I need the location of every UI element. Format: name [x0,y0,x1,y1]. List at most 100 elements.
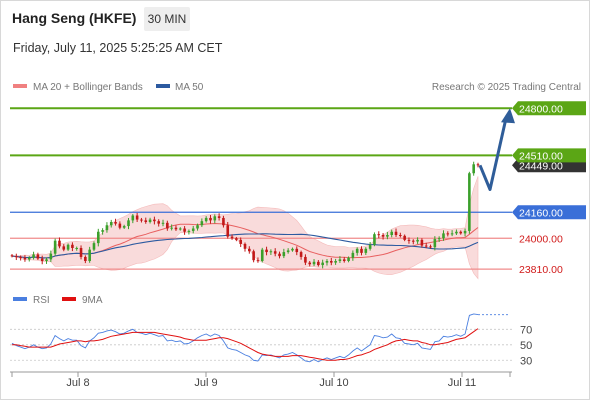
candle-body-45 [204,217,208,222]
candle-body-55 [248,248,251,252]
price-level-tag-0 [512,101,586,116]
candle-body-5 [32,254,35,258]
x-tick-label-3: Jul 11 [448,377,477,389]
candle-body-78 [347,257,350,261]
candle-body-92 [407,239,411,241]
candle-body-44 [200,221,204,226]
candle-body-30 [140,219,143,221]
rsi-tick-label-2: 30 [520,355,532,367]
rsi-ma-line [12,328,479,361]
ma20-legend-label: MA 20 + Bollinger Bands [33,82,143,93]
rsi-ma-legend-label: 9MA [82,295,103,306]
candle-body-41 [187,230,191,232]
candle-body-22 [105,225,109,231]
candle-body-81 [360,248,363,253]
price-level-label-0: 24800.00 [519,103,563,115]
candle-body-82 [364,248,368,253]
candle-body-16 [79,248,83,257]
candle-body-88 [390,231,394,235]
candle-body-69 [308,262,312,265]
candle-body-71 [317,261,320,266]
candle-body-63 [282,252,286,257]
rsi-panel: 70 50 30 [10,313,532,367]
candle-body-13 [66,244,70,250]
candle-body-32 [148,219,152,222]
candle-body-98 [433,239,437,248]
ma20-legend-swatch [13,84,27,88]
rsi-tick-label-1: 50 [520,340,532,352]
candle-body-86 [381,235,385,237]
last-price-label: 24449.00 [519,160,563,172]
candle-body-99 [437,238,441,240]
x-axis: Jul 8 Jul 9 Jul 10 Jul 11 [10,371,512,389]
price-level-label-3: 24000.00 [519,233,563,245]
candle-body-61 [273,251,277,254]
candle-body-18 [88,249,91,261]
ma50-legend-label: MA 50 [175,82,204,93]
candle-body-24 [114,222,117,224]
price-legend: MA 20 + Bollinger Bands MA 50 Research ©… [13,82,581,93]
candle-body-94 [416,239,419,242]
candle-body-40 [183,228,186,232]
candle-body-35 [161,222,165,224]
candle-body-3 [23,257,27,260]
candle-body-106 [468,173,471,231]
candle-body-11 [58,240,61,247]
instrument-title: Hang Seng (HKFE) [12,10,137,26]
candle-body-47 [213,216,217,221]
chart-header: Hang Seng (HKFE) 30 MIN [0,0,590,36]
candle-body-56 [252,251,255,261]
ma50-legend-swatch [156,84,170,88]
candle-body-17 [84,256,87,261]
candle-body-57 [256,260,260,262]
candle-body-46 [209,217,212,221]
candle-body-68 [304,256,307,263]
candle-body-14 [71,244,74,248]
candle-body-104 [459,231,463,234]
rsi-legend-label: RSI [33,295,50,306]
candle-body-64 [286,250,290,253]
price-level-label-2: 24160.00 [519,207,563,219]
candle-body-12 [62,246,66,250]
candle-body-107 [472,164,475,174]
candle-body-60 [269,251,273,253]
candle-body-4 [27,257,31,260]
candle-body-97 [429,246,432,248]
candle-body-93 [411,240,415,242]
price-labels-layer: 24800.00 24160.00 24000.00 23810.00 24449.00… [512,101,586,276]
candle-body-15 [75,248,79,249]
candle-body-80 [355,248,359,253]
candle-body-54 [243,243,247,249]
forecast-layer [478,108,515,191]
x-tick-label-2: Jul 10 [319,377,348,389]
candle-body-2 [19,256,22,258]
rsi-tick-label-0: 70 [520,324,532,336]
candle-body-6 [36,254,40,259]
candle-body-75 [334,261,337,263]
timeframe-badge[interactable]: 30 MIN [144,7,190,31]
candle-body-108 [476,164,480,166]
candle-body-95 [420,239,424,246]
candle-body-48 [217,216,221,218]
candle-body-66 [295,248,299,253]
candlestick-layer [10,161,480,269]
candle-body-76 [338,259,342,261]
report-datetime: Friday, July 11, 2025 5:25:25 AM CET [13,41,223,55]
candle-body-25 [118,223,122,228]
candle-body-0 [10,255,14,257]
candle-body-73 [325,261,329,263]
candle-body-103 [455,231,458,234]
candle-body-42 [191,228,195,231]
candle-body-33 [153,219,156,222]
candle-body-34 [157,221,161,224]
candle-body-58 [260,249,264,261]
credit-label: Research © 2025 Trading Central [432,82,581,93]
forecast-arrow-head [501,108,515,124]
candle-body-53 [239,239,242,244]
bollinger-band-area [11,176,479,280]
candle-body-31 [144,220,148,222]
candle-body-1 [15,256,18,258]
candle-body-90 [399,235,402,236]
candle-body-77 [342,259,346,261]
